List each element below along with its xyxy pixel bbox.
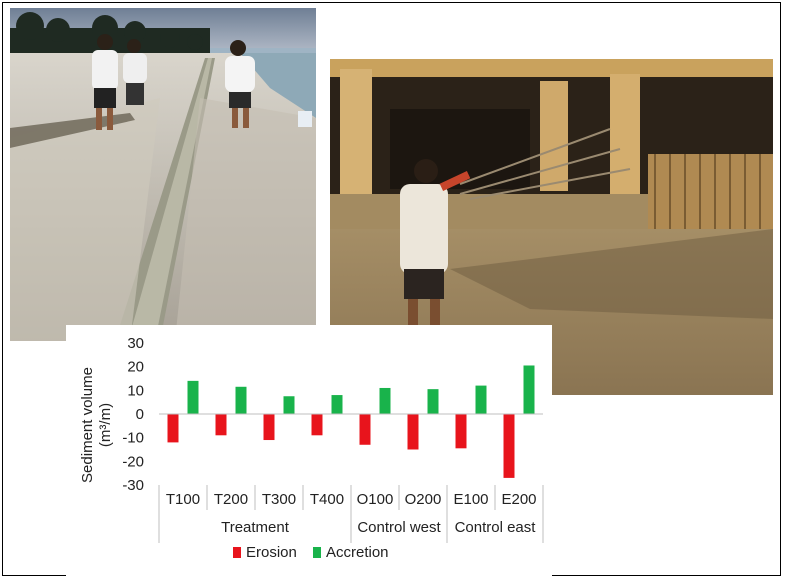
- y-tick-label: -20: [122, 453, 144, 470]
- y-tick-label: -30: [122, 477, 144, 494]
- group-label: Control west: [357, 519, 441, 536]
- category-label: O200: [405, 491, 442, 508]
- accretion-bar-o100: [379, 387, 391, 414]
- group-label: Treatment: [221, 519, 290, 536]
- category-label: T300: [262, 491, 296, 508]
- erosion-bar-e200: [503, 414, 515, 478]
- y-tick-label: -10: [122, 430, 144, 447]
- erosion-bar-e100: [455, 414, 467, 449]
- y-axis-ticks: 30 20 10 0 -10 -20 -30: [122, 335, 144, 494]
- accretion-bar-e200: [523, 365, 535, 414]
- trench-photo: [10, 8, 316, 341]
- accretion-bar-t300: [283, 396, 295, 414]
- legend-swatch-accretion: [313, 547, 321, 558]
- legend-label-accretion: Accretion: [326, 544, 389, 561]
- erosion-bar-t200: [215, 414, 227, 436]
- y-tick-label: 10: [127, 382, 144, 399]
- accretion-bar-t400: [331, 395, 343, 414]
- erosion-bar-t400: [311, 414, 323, 436]
- y-tick-label: 30: [127, 335, 144, 352]
- erosion-bar-o100: [359, 414, 371, 445]
- group-label: Control east: [455, 519, 537, 536]
- category-label: T100: [166, 491, 200, 508]
- accretion-bar-o200: [427, 389, 439, 414]
- accretion-bar-t200: [235, 386, 247, 414]
- x-axis: T100 T200 T300 T400 O100 O200 E100 E200 Treatmen…: [158, 413, 544, 543]
- category-label: T400: [310, 491, 344, 508]
- category-label: O100: [357, 491, 394, 508]
- erosion-bar-o200: [407, 414, 419, 450]
- bars: [167, 365, 535, 478]
- y-axis-label-line2: (m³/m): [97, 403, 114, 447]
- legend-swatch-erosion: [233, 547, 241, 558]
- category-label: T200: [214, 491, 248, 508]
- category-label: E100: [453, 491, 488, 508]
- legend: Erosion Accretion: [233, 544, 389, 561]
- erosion-bar-t300: [263, 414, 275, 441]
- y-tick-label: 20: [127, 359, 144, 376]
- accretion-bar-e100: [475, 385, 487, 414]
- y-tick-label: 0: [136, 406, 144, 423]
- accretion-bar-t100: [187, 380, 199, 414]
- erosion-bar-t100: [167, 414, 179, 443]
- legend-label-erosion: Erosion: [246, 544, 297, 561]
- y-axis-label-line1: Sediment volume: [79, 367, 96, 483]
- sediment-chart: Sediment volume (m³/m) 30 20 10 0 -10 -20 -30 …: [66, 325, 552, 577]
- category-label: E200: [501, 491, 536, 508]
